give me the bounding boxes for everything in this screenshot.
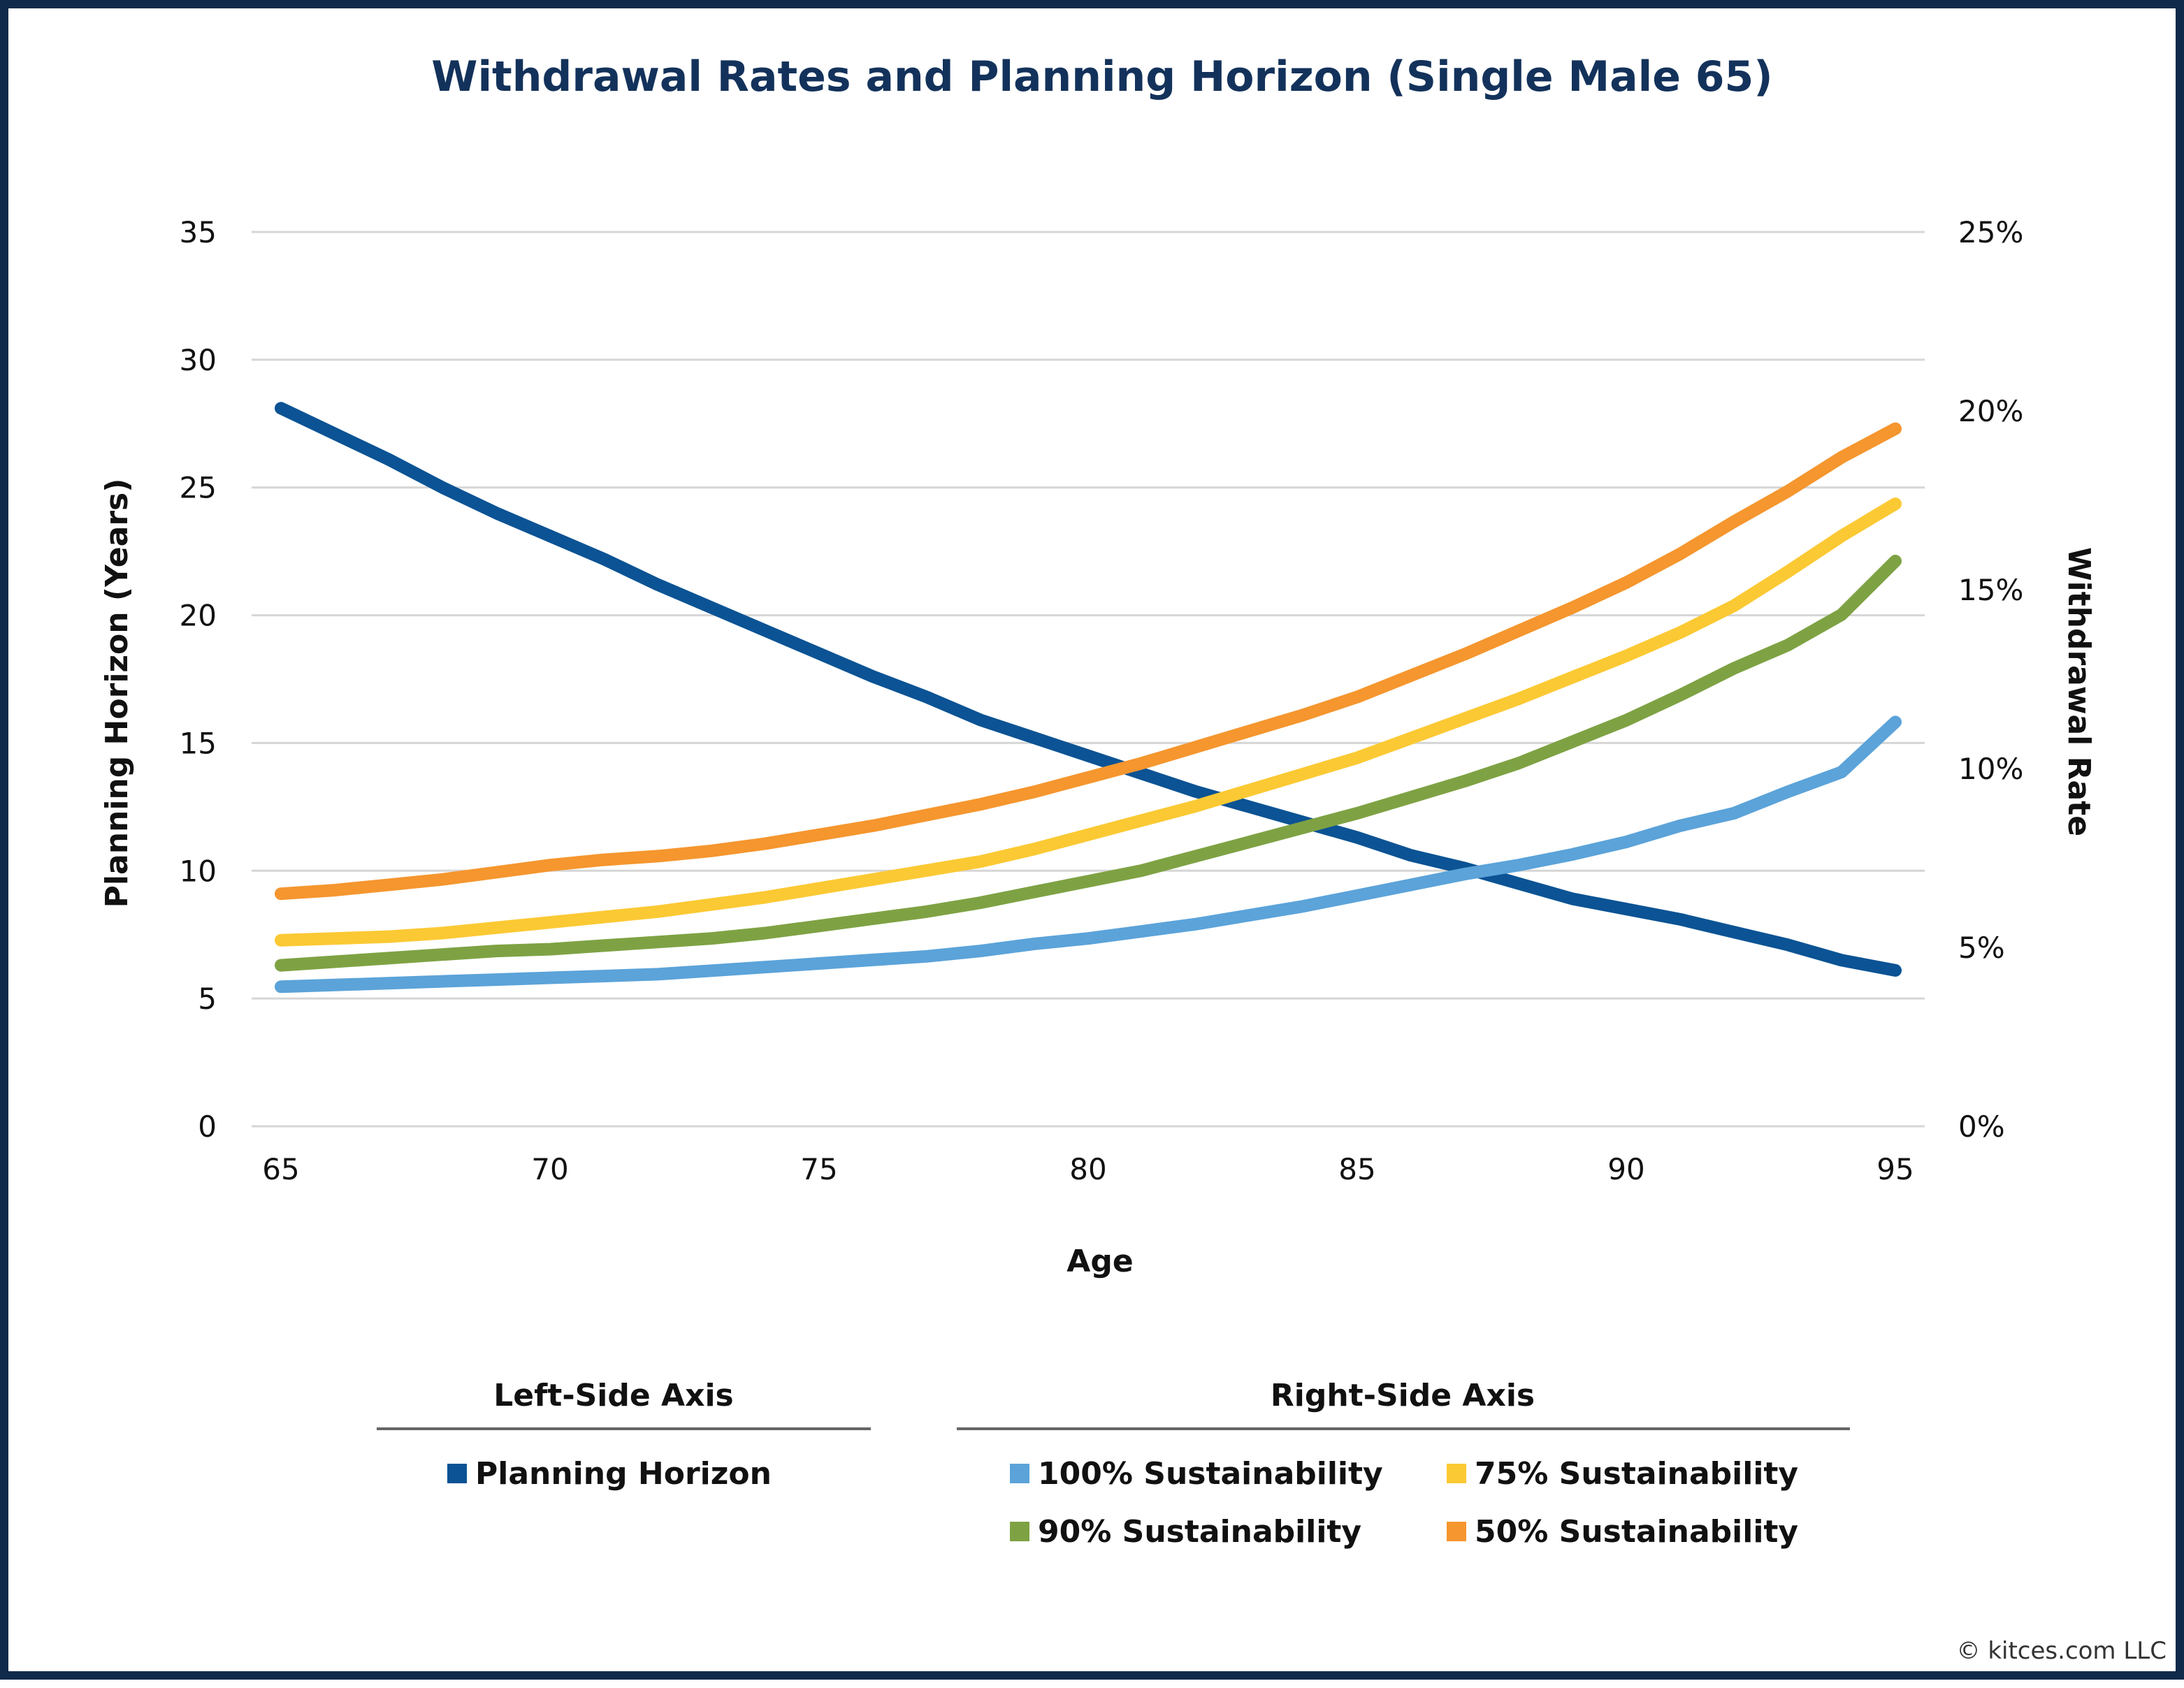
legend-label-90-sustainability: 90% Sustainability: [1038, 1514, 1361, 1550]
legend-swatch-75-sustainability: [1447, 1464, 1466, 1483]
legend-item-75-sustainability: 75% Sustainability: [1447, 1456, 1798, 1492]
left-tick-0: 0: [198, 1109, 217, 1144]
left-tick-25: 25: [180, 471, 217, 505]
left-tick-35: 35: [180, 215, 217, 249]
y-axis-left-title: Planning Horizon (Years): [99, 479, 135, 908]
left-tick-15: 15: [180, 726, 217, 760]
legend-label-75-sustainability: 75% Sustainability: [1475, 1456, 1798, 1492]
x-tick-95: 95: [1876, 1152, 1914, 1186]
legend-item-planning-horizon: Planning Horizon: [447, 1456, 772, 1492]
legend-swatch-50-sustainability: [1447, 1522, 1466, 1541]
right-tick-10: 10%: [1958, 752, 2023, 786]
legend-right-heading: Right-Side Axis: [1271, 1378, 1535, 1413]
legend-label-100-sustainability: 100% Sustainability: [1038, 1456, 1383, 1492]
right-tick-25: 25%: [1958, 215, 2023, 249]
left-tick-20: 20: [180, 599, 217, 633]
chart-title: Withdrawal Rates and Planning Horizon (S…: [431, 52, 1772, 101]
legend-swatch-90-sustainability: [1010, 1522, 1029, 1541]
series-line-100-sustainability: [275, 715, 1902, 994]
legend-swatch-planning-horizon: [447, 1464, 467, 1483]
grid-lines: [252, 231, 1925, 1128]
right-axis-ticks: 0% 5% 10% 15% 20% 25%: [1958, 215, 2023, 1144]
legend-item-100-sustainability: 100% Sustainability: [1010, 1456, 1383, 1492]
x-tick-65: 65: [262, 1152, 299, 1186]
series-line-50-sustainability: [275, 422, 1902, 901]
series-line-90-sustainability: [275, 555, 1902, 972]
series-lines: [275, 402, 1902, 994]
legend-item-90-sustainability: 90% Sustainability: [1010, 1514, 1361, 1550]
right-tick-5: 5%: [1958, 931, 2005, 965]
x-axis-ticks: 65 70 75 80 85 90 95: [262, 1152, 1914, 1186]
legend: Left-Side Axis Right-Side Axis Planning …: [377, 1378, 1850, 1550]
series-line-75-sustainability: [275, 497, 1902, 947]
y-axis-right-title: Withdrawal Rate: [2061, 547, 2097, 836]
copyright-text: © kitces.com LLC: [1957, 1637, 2167, 1665]
x-tick-85: 85: [1338, 1152, 1375, 1186]
chart: Withdrawal Rates and Planning Horizon (S…: [99, 52, 2167, 1665]
x-tick-80: 80: [1069, 1152, 1106, 1186]
series-line-planning-horizon: [275, 402, 1902, 977]
legend-left-heading: Left-Side Axis: [493, 1378, 733, 1413]
left-tick-10: 10: [180, 854, 217, 888]
x-axis-title: Age: [1066, 1244, 1133, 1279]
right-tick-0: 0%: [1958, 1109, 2005, 1144]
right-tick-20: 20%: [1958, 394, 2023, 428]
left-axis-ticks: 0 5 10 15 20 25 30 35: [180, 215, 217, 1144]
right-tick-15: 15%: [1958, 573, 2023, 607]
x-tick-75: 75: [800, 1152, 837, 1186]
legend-label-planning-horizon: Planning Horizon: [475, 1456, 772, 1492]
legend-label-50-sustainability: 50% Sustainability: [1475, 1514, 1798, 1550]
x-tick-70: 70: [531, 1152, 568, 1186]
left-tick-30: 30: [180, 343, 217, 377]
legend-item-50-sustainability: 50% Sustainability: [1447, 1514, 1798, 1550]
left-tick-5: 5: [198, 982, 217, 1016]
legend-swatch-100-sustainability: [1010, 1464, 1029, 1483]
x-tick-90: 90: [1607, 1152, 1644, 1186]
